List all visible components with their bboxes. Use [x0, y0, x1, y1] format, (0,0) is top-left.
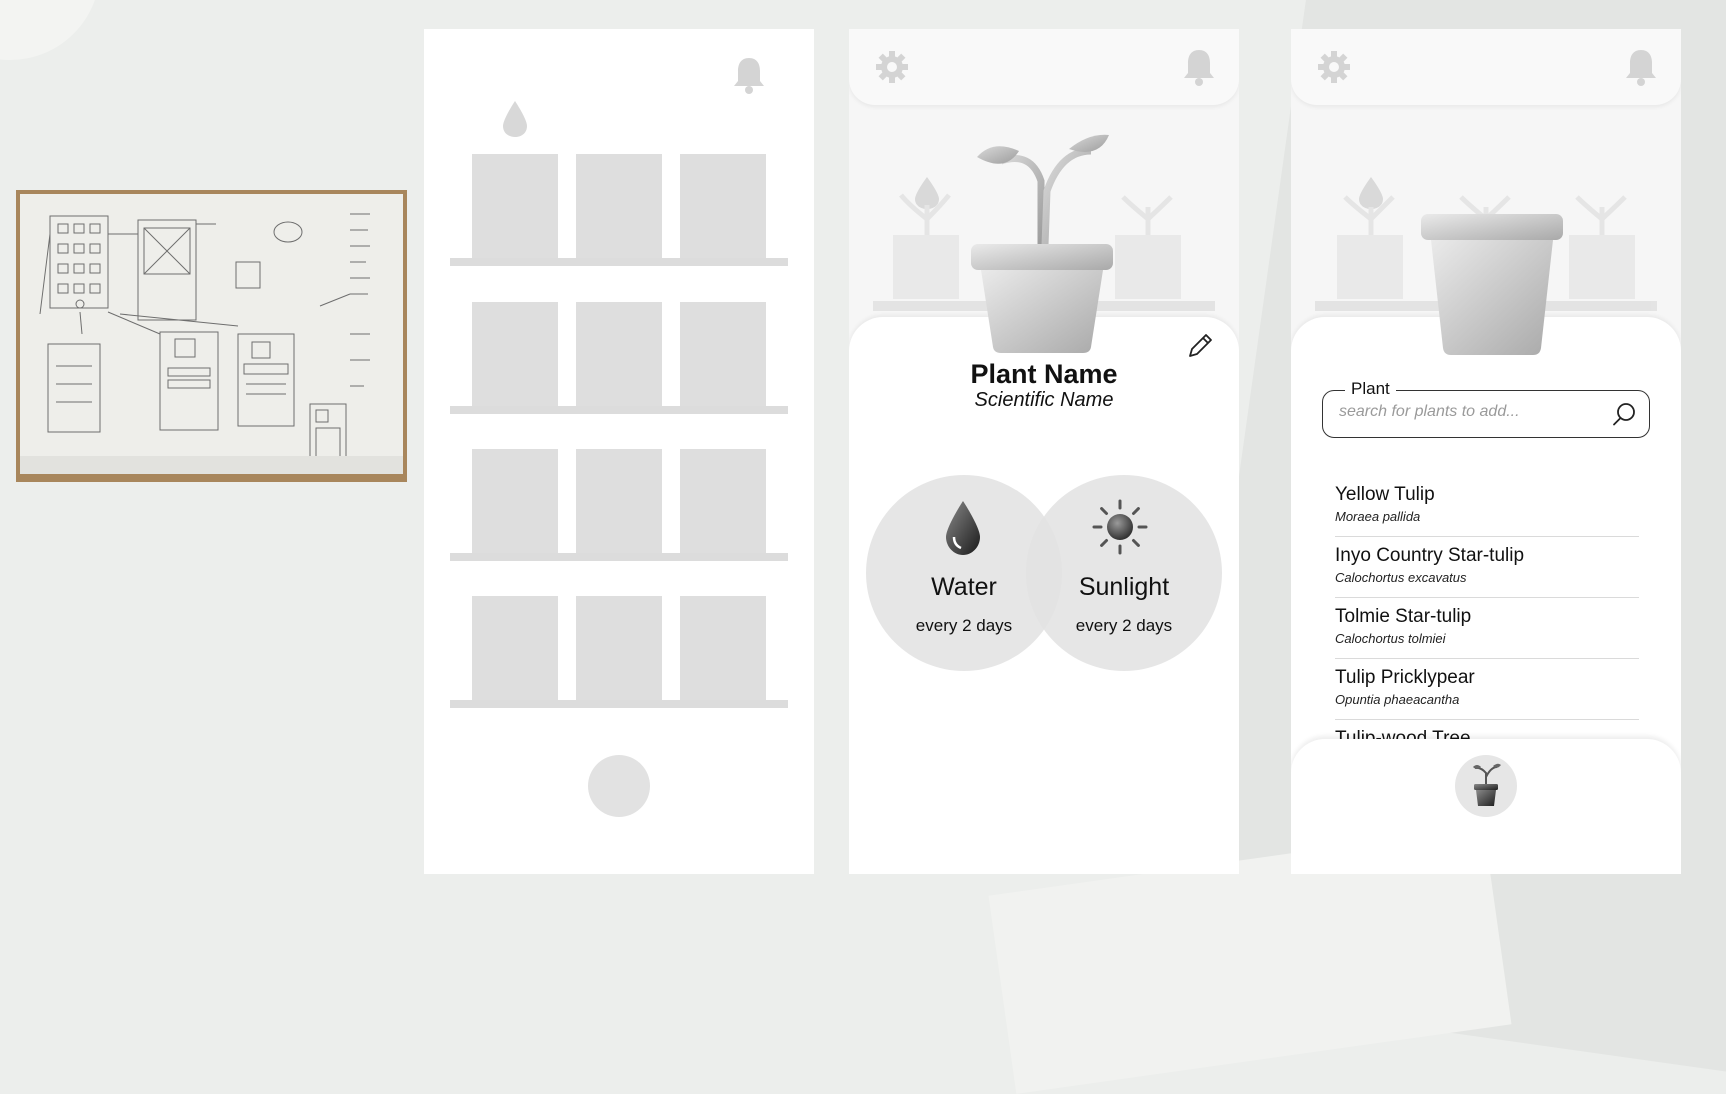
result-scientific-name: Moraea pallida	[1335, 509, 1421, 524]
search-label: Plant	[1345, 379, 1396, 399]
shelf-row	[450, 596, 788, 708]
search-input[interactable]	[1339, 403, 1599, 421]
search-results-list: Yellow Tulip Moraea pallida Inyo Country…	[1335, 476, 1639, 781]
plant-slot[interactable]	[472, 596, 558, 700]
phone-plant-detail-screen: Plant Name Scientific Name Water every 2…	[849, 29, 1239, 874]
top-bar	[849, 29, 1239, 105]
plant-slot[interactable]	[576, 449, 662, 553]
sketch-drawing	[20, 194, 403, 474]
shelf-row	[450, 154, 788, 266]
plant-search-field[interactable]: Plant	[1322, 379, 1650, 438]
plant-slot[interactable]	[576, 154, 662, 258]
list-item[interactable]: Tolmie Star-tulip Calochortus tolmiei	[1335, 598, 1639, 659]
sun-icon	[1092, 499, 1148, 555]
shelf-board	[450, 553, 788, 561]
list-item[interactable]: Yellow Tulip Moraea pallida	[1335, 476, 1639, 537]
bell-icon[interactable]	[1622, 47, 1660, 87]
water-frequency: every 2 days	[915, 616, 1013, 635]
plant-slot[interactable]	[576, 302, 662, 406]
empty-pot-illustration	[1421, 214, 1563, 355]
shelf-row	[450, 302, 788, 414]
result-common-name: Tolmie Star-tulip	[1335, 606, 1472, 627]
bottom-bar	[1291, 739, 1681, 874]
phone-shelf-screen	[424, 29, 814, 874]
background-shape	[0, 0, 100, 60]
sunlight-frequency: every 2 days	[1075, 616, 1173, 635]
search-icon[interactable]	[1611, 401, 1637, 427]
result-common-name: Inyo Country Star-tulip	[1335, 545, 1525, 566]
result-scientific-name: Calochortus tolmiei	[1335, 631, 1446, 646]
wireframe-sketch-photo	[16, 190, 407, 482]
sunlight-title: Sunlight	[1078, 573, 1170, 601]
add-plant-button[interactable]	[1455, 755, 1517, 817]
water-drop-icon	[946, 501, 980, 555]
top-bar	[1291, 29, 1681, 105]
plant-slot[interactable]	[472, 302, 558, 406]
plant-slot[interactable]	[680, 154, 766, 258]
plant-slot[interactable]	[680, 302, 766, 406]
sunlight-schedule-card[interactable]: Sunlight every 2 days	[1026, 475, 1222, 671]
plant-slot[interactable]	[576, 596, 662, 700]
scientific-name: Scientific Name	[974, 389, 1114, 411]
list-item[interactable]: Tulip Pricklypear Opuntia phaeacantha	[1335, 659, 1639, 720]
shelf-board	[450, 700, 788, 708]
pencil-icon[interactable]	[1185, 331, 1215, 361]
water-schedule-card[interactable]: Water every 2 days	[866, 475, 1062, 671]
shelf-board	[450, 406, 788, 414]
result-common-name: Tulip Pricklypear	[1335, 667, 1475, 688]
plant-slot[interactable]	[472, 449, 558, 553]
shelf-row	[450, 449, 788, 561]
list-item[interactable]: Inyo Country Star-tulip Calochortus exca…	[1335, 537, 1639, 598]
result-scientific-name: Calochortus excavatus	[1335, 570, 1467, 585]
plant-pot-icon	[1473, 763, 1501, 806]
gear-icon[interactable]	[874, 49, 910, 85]
water-drop-icon	[503, 101, 527, 137]
plant-slot[interactable]	[680, 449, 766, 553]
bell-icon[interactable]	[1180, 47, 1218, 87]
plant-slot[interactable]	[680, 596, 766, 700]
result-scientific-name: Opuntia phaeacantha	[1335, 692, 1460, 707]
plant-slot[interactable]	[472, 154, 558, 258]
result-common-name: Yellow Tulip	[1335, 484, 1435, 505]
plant-name: Plant Name	[970, 359, 1118, 389]
phone-add-plant-screen: Plant Yellow Tulip Moraea pallida Inyo C…	[1291, 29, 1681, 874]
bell-icon[interactable]	[730, 55, 768, 95]
water-title: Water	[931, 573, 997, 601]
shelf-board	[450, 258, 788, 266]
gear-icon[interactable]	[1316, 49, 1352, 85]
add-plant-button[interactable]	[588, 755, 650, 817]
potted-plant-illustration	[971, 134, 1113, 353]
